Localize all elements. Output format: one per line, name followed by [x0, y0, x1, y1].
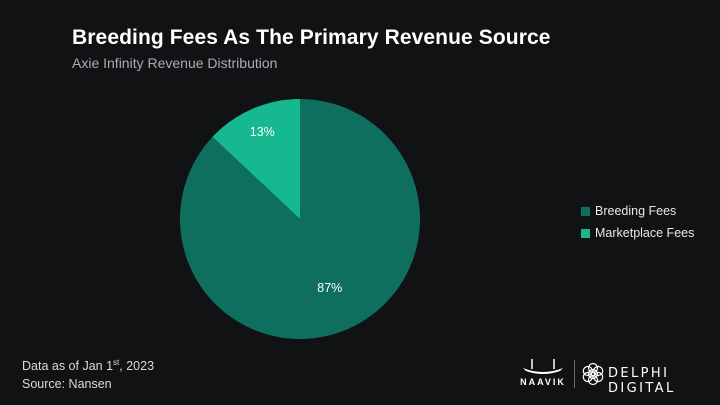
slice-label: 13% — [250, 125, 275, 139]
footer-notes: Data as of Jan 1st, 2023 Source: Nansen — [22, 357, 154, 393]
legend-item-marketplace: Marketplace Fees — [581, 222, 694, 244]
legend-swatch — [581, 206, 590, 216]
pie-slice-marketplace-fees — [212, 99, 300, 219]
data-source: Source: Nansen — [22, 377, 112, 391]
slice-label: 87% — [317, 281, 342, 295]
brand-logos: NAAVIK DELPHI DIGITAL — [520, 356, 710, 396]
boat-icon — [523, 359, 563, 374]
chart-subtitle: Axie Infinity Revenue Distribution — [72, 55, 278, 71]
delphi-logo-text: DELPHI DIGITAL — [608, 366, 676, 396]
legend-item-breeding: Breeding Fees — [581, 200, 694, 222]
logo-divider — [574, 360, 575, 388]
legend-label: Marketplace Fees — [595, 226, 695, 240]
chart-title: Breeding Fees As The Primary Revenue Sou… — [72, 26, 551, 49]
legend-label: Breeding Fees — [595, 204, 677, 218]
chart-legend: Breeding Fees Marketplace Fees — [581, 200, 694, 244]
legend-swatch — [581, 228, 590, 238]
delphi-flower-icon — [582, 362, 604, 386]
naavik-logo-text: NAAVIK — [520, 377, 566, 387]
data-date: Data as of Jan 1st, 2023 — [22, 357, 155, 373]
